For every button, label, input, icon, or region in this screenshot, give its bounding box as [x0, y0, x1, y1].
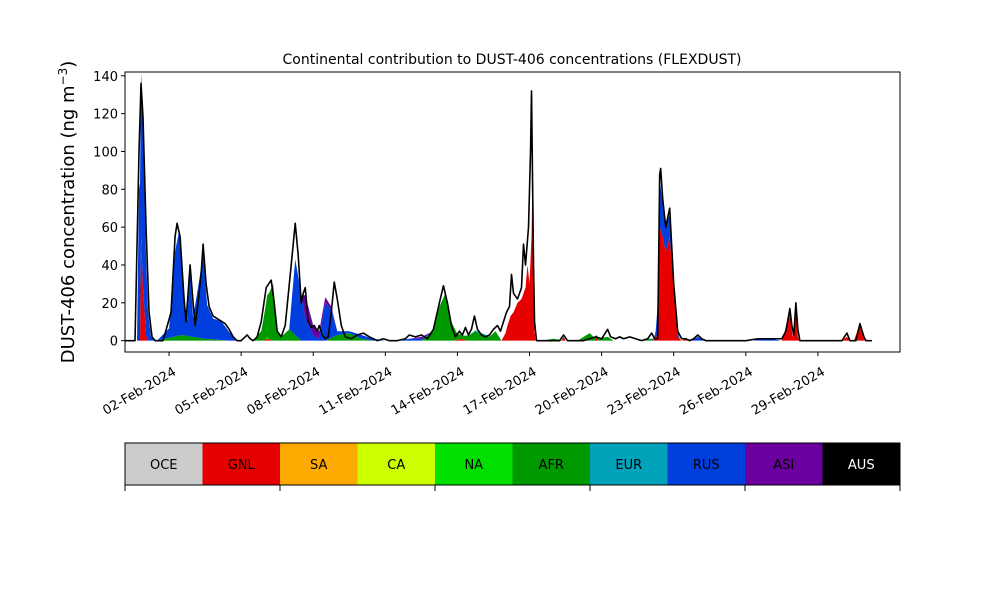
legend-frame	[124, 442, 901, 486]
x-tick-label: 05-Feb-2024	[172, 365, 251, 419]
legend-swatch-ca	[357, 443, 435, 485]
y-tick-label: 80	[101, 183, 118, 198]
chart-title: Continental contribution to DUST-406 con…	[283, 52, 742, 68]
y-axis-label-superscript: −3	[56, 68, 70, 86]
y-tick-label: 20	[101, 297, 118, 312]
legend-label-afr: AFR	[539, 458, 564, 473]
legend-swatch-asi	[745, 443, 823, 485]
area-rus	[125, 72, 900, 341]
legend-label-ca: CA	[387, 458, 405, 473]
total-outline	[125, 82, 872, 342]
y-tick-label: 120	[93, 108, 118, 123]
total-concentration-line	[125, 82, 872, 342]
y-axis: 0 20 40 60 80 100 120 140	[93, 70, 125, 350]
legend-swatch-gnl	[202, 443, 280, 485]
legend-label-aus: AUS	[848, 458, 875, 473]
stacked-area-layers	[125, 72, 900, 341]
legend-label-sa: SA	[310, 458, 327, 473]
y-tick-label: 140	[93, 70, 118, 85]
x-tick-label: 08-Feb-2024	[245, 365, 324, 419]
x-tick-label: 23-Feb-2024	[605, 365, 684, 419]
x-tick-label: 29-Feb-2024	[749, 365, 828, 419]
legend-label-asi: ASI	[773, 458, 794, 473]
legend-label-gnl: GNL	[228, 458, 256, 473]
x-axis: 02-Feb-202405-Feb-202408-Feb-202411-Feb-…	[100, 352, 828, 419]
region-legend-colorbar: OCE GNL SA CA NA AFR EUR RUS ASI AUS	[124, 442, 901, 491]
x-tick-label: 02-Feb-2024	[100, 365, 179, 419]
x-tick-label: 17-Feb-2024	[461, 365, 540, 419]
legend-swatch-oce	[125, 443, 203, 485]
area-gnl	[125, 176, 900, 341]
legend-label-rus: RUS	[693, 458, 720, 473]
legend-swatch-na	[435, 443, 513, 485]
y-tick-label: 100	[93, 145, 118, 160]
y-tick-label: 0	[110, 335, 118, 350]
x-tick-label: 20-Feb-2024	[533, 365, 612, 419]
legend-label-oce: OCE	[150, 458, 178, 473]
legend-label-na: NA	[464, 458, 483, 473]
legend-swatch-afr	[512, 443, 590, 485]
plot-area-frame	[124, 71, 901, 353]
y-tick-label: 60	[101, 221, 118, 236]
legend-swatch-rus	[667, 443, 745, 485]
y-axis-label-close: )	[58, 61, 79, 68]
legend-label-eur: EUR	[615, 458, 642, 473]
x-tick-label: 14-Feb-2024	[389, 365, 468, 419]
area-eur	[125, 72, 900, 341]
legend-swatch-eur	[590, 443, 668, 485]
y-axis-label-main: DUST-406 concentration (ng m	[58, 85, 79, 363]
legend-swatch-sa	[280, 443, 358, 485]
legend-swatch-aus	[822, 443, 900, 485]
y-tick-label: 40	[101, 259, 118, 274]
area-asi	[125, 72, 900, 341]
x-tick-label: 11-Feb-2024	[317, 365, 396, 419]
x-tick-label: 26-Feb-2024	[677, 365, 756, 419]
y-axis-label: DUST-406 concentration (ng m−3)	[56, 61, 79, 364]
